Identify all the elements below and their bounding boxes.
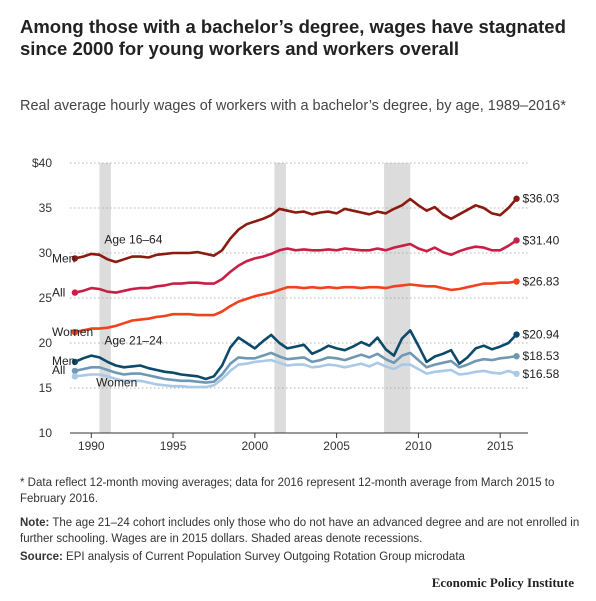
x-tick-label: 1995 <box>160 439 187 453</box>
series-name-label: Men <box>52 354 75 368</box>
series-end-label: $20.94 <box>523 328 560 342</box>
recession-band <box>99 163 111 433</box>
series-end-point <box>513 370 520 377</box>
series-name-label: Women <box>52 325 93 339</box>
source-text: EPI analysis of Current Population Surve… <box>66 551 465 563</box>
y-tick-label: 20 <box>39 336 53 350</box>
series-line <box>73 351 518 384</box>
source: Source: EPI analysis of Current Populati… <box>20 550 580 566</box>
y-tick-label: 10 <box>39 426 53 440</box>
footnote: * Data reflect 12-month moving averages;… <box>20 477 555 505</box>
series-start-point <box>71 289 79 296</box>
gridlines <box>70 162 528 389</box>
y-tick-label: 25 <box>39 291 53 305</box>
y-tick-label: 35 <box>39 201 53 215</box>
series-line <box>73 329 518 381</box>
series-name-label: All <box>52 363 65 377</box>
series-end-point <box>513 353 520 360</box>
series-start-point <box>71 367 79 375</box>
note: Note: The age 21–24 cohort includes only… <box>20 516 580 547</box>
recession-band <box>274 163 286 433</box>
y-tick-label: $40 <box>32 156 52 170</box>
series-name-label: Women <box>96 376 137 390</box>
series-line <box>73 358 518 389</box>
series-line <box>73 197 518 264</box>
series-labels: $36.03 Men $31.40 All $26.83 Women $20.94 Men $1… <box>52 192 560 390</box>
y-tick-label: 30 <box>39 246 53 260</box>
x-tick-label: 1990 <box>78 439 105 453</box>
series-start-point <box>71 255 79 262</box>
series-line <box>73 239 518 294</box>
series-end-label: $26.83 <box>523 275 560 289</box>
series-end-label: $18.53 <box>523 349 560 363</box>
group-label: Age 16–64 <box>104 233 162 247</box>
group-label: Age 21–24 <box>104 333 162 347</box>
x-tick-label: 2015 <box>487 439 514 453</box>
series-end-point <box>513 195 520 202</box>
source-label: Source: <box>20 551 63 563</box>
series-start-point <box>71 329 79 336</box>
series-name-label: Men <box>52 251 75 265</box>
series-end-label: $16.58 <box>523 367 560 381</box>
series-line <box>73 280 518 334</box>
series-name-label: All <box>52 286 65 300</box>
note-text: The age 21–24 cohort includes only those… <box>20 517 580 545</box>
series-start-point <box>71 358 79 366</box>
note-label: Note: <box>20 517 50 529</box>
x-tick-label: 2000 <box>241 439 268 453</box>
series-end-label: $36.03 <box>523 192 560 206</box>
series-lines <box>71 195 520 389</box>
y-tick-label: 15 <box>39 381 53 395</box>
series-start-point <box>71 373 79 380</box>
series-end-point <box>513 331 520 338</box>
axes: 10 15 20 25 30 35 $40 1990 1995 2000 2005 2010 2015 <box>32 156 528 453</box>
chart-subtitle: Real average hourly wages of workers wit… <box>20 98 566 114</box>
series-end-point <box>513 278 520 285</box>
x-tick-label: 2005 <box>323 439 350 453</box>
series-end-label: $31.40 <box>523 233 560 247</box>
chart-title: Among those with a bachelor’s degree, wa… <box>20 16 566 59</box>
x-tick-label: 2010 <box>405 439 432 453</box>
brand-logo: Economic Policy Institute <box>431 575 574 590</box>
series-end-point <box>513 237 520 244</box>
